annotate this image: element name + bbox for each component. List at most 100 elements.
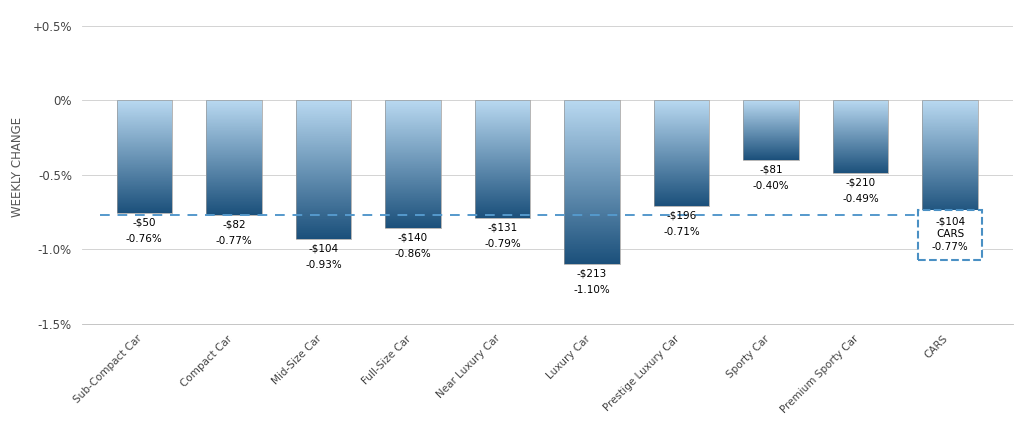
Bar <box>385 176 440 177</box>
Bar <box>117 143 172 144</box>
Bar <box>564 115 620 116</box>
Bar <box>296 231 351 232</box>
Bar <box>385 155 440 156</box>
Bar <box>923 188 978 189</box>
Text: -0.76%: -0.76% <box>126 234 163 244</box>
Bar <box>296 192 351 193</box>
Bar <box>475 175 530 176</box>
Bar <box>117 205 172 206</box>
Bar <box>923 144 978 145</box>
Bar <box>206 165 262 166</box>
Bar <box>385 131 440 132</box>
Bar <box>564 204 620 205</box>
Bar <box>296 126 351 127</box>
Bar <box>564 256 620 257</box>
Bar <box>117 119 172 120</box>
Bar <box>385 224 440 225</box>
Bar <box>206 109 262 110</box>
Bar <box>475 199 530 200</box>
Bar <box>296 212 351 213</box>
Bar <box>564 254 620 255</box>
Bar <box>206 129 262 130</box>
Bar <box>475 183 530 184</box>
Bar <box>654 160 710 161</box>
Bar <box>385 148 440 149</box>
Bar <box>564 139 620 140</box>
Bar <box>296 202 351 203</box>
Bar <box>564 118 620 119</box>
Bar <box>296 176 351 177</box>
Bar <box>296 111 351 112</box>
Bar <box>296 146 351 147</box>
Bar <box>296 223 351 224</box>
Text: -0.49%: -0.49% <box>843 194 879 204</box>
Bar <box>923 152 978 153</box>
Bar <box>206 188 262 189</box>
Bar <box>654 104 710 105</box>
Bar <box>923 124 978 125</box>
Bar <box>206 119 262 120</box>
Bar <box>923 162 978 163</box>
Bar <box>296 149 351 150</box>
Bar <box>117 159 172 160</box>
Bar <box>206 144 262 145</box>
Bar <box>475 208 530 209</box>
Bar <box>206 175 262 176</box>
Bar <box>923 183 978 184</box>
Bar <box>923 122 978 123</box>
Bar <box>206 152 262 153</box>
Bar <box>296 235 351 236</box>
Bar <box>564 142 620 143</box>
Bar <box>564 167 620 168</box>
Bar <box>117 171 172 172</box>
Bar <box>564 138 620 139</box>
Bar <box>385 151 440 152</box>
Bar <box>923 102 978 103</box>
Bar <box>654 198 710 199</box>
Bar <box>385 161 440 162</box>
Bar <box>117 175 172 176</box>
Bar <box>475 122 530 123</box>
Bar <box>475 191 530 192</box>
Bar <box>206 203 262 204</box>
Bar <box>296 232 351 233</box>
Bar <box>923 106 978 107</box>
Bar <box>923 133 978 134</box>
Bar <box>923 116 978 117</box>
Bar <box>385 143 440 144</box>
Bar <box>206 162 262 163</box>
Bar <box>385 107 440 108</box>
Bar <box>923 174 978 175</box>
Bar <box>206 130 262 131</box>
Bar <box>385 202 440 203</box>
Bar <box>654 159 710 160</box>
Bar <box>296 171 351 172</box>
Bar <box>923 161 978 162</box>
Bar <box>117 198 172 199</box>
Bar <box>923 159 978 160</box>
Bar <box>564 188 620 189</box>
Bar <box>385 103 440 104</box>
Bar <box>206 212 262 213</box>
Bar <box>654 173 710 174</box>
Bar <box>564 174 620 175</box>
Bar <box>923 181 978 182</box>
Bar <box>654 138 710 139</box>
Bar <box>385 193 440 194</box>
Bar <box>564 157 620 158</box>
Bar <box>296 185 351 186</box>
Bar <box>296 216 351 217</box>
Bar <box>923 160 978 161</box>
Bar <box>564 250 620 251</box>
Bar <box>206 183 262 184</box>
Bar <box>206 173 262 174</box>
Bar <box>475 129 530 130</box>
Bar <box>385 127 440 128</box>
Bar <box>475 203 530 204</box>
Bar <box>564 195 620 196</box>
Bar <box>385 185 440 186</box>
Bar <box>564 134 620 135</box>
Bar <box>385 123 440 124</box>
Bar <box>564 144 620 145</box>
Bar <box>923 180 978 181</box>
